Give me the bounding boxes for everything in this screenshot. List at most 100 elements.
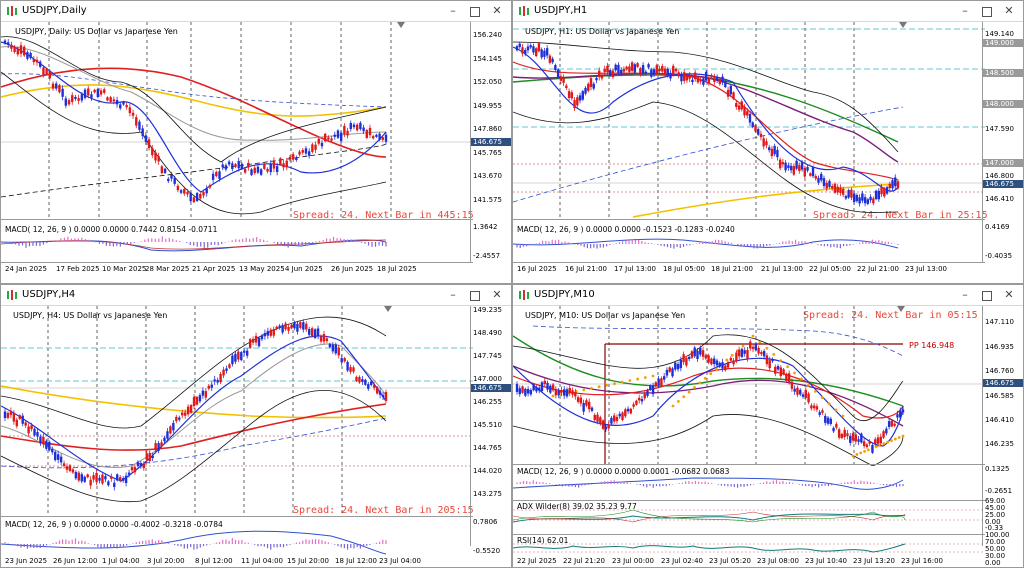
- candle-body: [207, 385, 210, 389]
- candle-body: [359, 122, 362, 130]
- price-tick: 146.800: [985, 172, 1014, 180]
- minimize-button[interactable]: –: [962, 288, 968, 301]
- histogram-bar: [81, 540, 83, 544]
- candle-body: [820, 173, 823, 181]
- title-bar[interactable]: USDJPY,Daily – ✕: [1, 1, 511, 22]
- histogram-bar: [785, 482, 787, 484]
- candle-body: [138, 121, 141, 130]
- histogram-bar: [717, 484, 719, 485]
- candle-body: [779, 367, 783, 377]
- chart-area[interactable]: USDJPY, H1: US Dollar vs Japanese Yen Sp…: [513, 22, 988, 283]
- candle-body: [358, 376, 361, 383]
- candle-body: [147, 139, 151, 149]
- histogram-bar: [708, 241, 710, 244]
- candle-body: [243, 350, 246, 353]
- candle-body: [584, 87, 587, 94]
- histogram-bar: [94, 544, 96, 545]
- histogram-bar: [277, 242, 279, 245]
- candle-body: [876, 437, 880, 444]
- time-tick: 22 Jul 05:00: [809, 265, 851, 273]
- candle-body: [901, 409, 905, 413]
- maximize-button[interactable]: [469, 289, 481, 301]
- price-axis: 147.110 146.935 146.760 146.675 146.585 …: [982, 306, 1023, 567]
- title-bar[interactable]: USDJPY,M10 – ✕: [513, 285, 1023, 306]
- histogram-bar: [561, 484, 564, 487]
- histogram-bar: [740, 244, 742, 246]
- candle-body: [330, 138, 333, 141]
- time-tick: 3 Jul 20:00: [147, 557, 185, 565]
- candle-body: [767, 147, 771, 151]
- chart-area[interactable]: USDJPY, Daily: US Dollar vs Japanese Yen…: [1, 22, 474, 283]
- candle-body: [160, 166, 164, 174]
- window-title: USDJPY,H1: [534, 5, 588, 16]
- histogram-bar: [623, 481, 625, 484]
- candle-body: [327, 137, 330, 140]
- histogram-bar: [337, 544, 339, 547]
- candle-body: [570, 92, 574, 99]
- candle-body: [674, 362, 677, 370]
- close-button[interactable]: ✕: [492, 4, 502, 17]
- minimize-button[interactable]: –: [450, 288, 456, 301]
- candle-body: [71, 469, 75, 473]
- candle-body: [104, 476, 107, 480]
- title-bar[interactable]: USDJPY,H4 – ✕: [1, 285, 511, 306]
- candle-body: [872, 198, 875, 204]
- histogram-bar: [189, 242, 191, 246]
- candle-body: [251, 338, 255, 343]
- candle-body: [833, 183, 837, 193]
- histogram-bar: [105, 242, 107, 246]
- histogram-bar: [350, 239, 352, 242]
- time-tick: 18 Jul 12:00: [335, 557, 377, 565]
- histogram-bar: [727, 242, 729, 244]
- chart-info-label: USDJPY, H4: US Dollar vs Japanese Yen: [13, 311, 168, 320]
- shift-marker-icon: [397, 22, 405, 28]
- chart-window-h4[interactable]: USDJPY,H4 – ✕ USDJPY, H4: US Dollar vs J…: [0, 284, 512, 568]
- chart-info-label: USDJPY, Daily: US Dollar vs Japanese Yen: [15, 27, 178, 36]
- candle-body: [801, 394, 805, 397]
- minimize-button[interactable]: –: [450, 4, 456, 17]
- histogram-bar: [315, 241, 317, 242]
- psar-dot: [897, 436, 901, 439]
- histogram-bar: [555, 484, 557, 485]
- candle-body: [198, 395, 202, 402]
- candle-body: [587, 83, 590, 91]
- psar-dot: [703, 376, 707, 380]
- candle-body: [183, 188, 186, 194]
- maximize-button[interactable]: [981, 5, 993, 17]
- title-bar[interactable]: USDJPY,H1 – ✕: [513, 1, 1023, 22]
- close-button[interactable]: ✕: [492, 288, 502, 301]
- candle-body: [759, 133, 763, 138]
- chart-window-daily[interactable]: USDJPY,Daily – ✕ USDJPY, Daily: US Dolla…: [0, 0, 512, 284]
- histogram-bar: [336, 238, 338, 242]
- time-tick: 23 Jul 00:00: [612, 557, 654, 565]
- time-tick: 16 Jul 21:00: [565, 265, 607, 273]
- candle-body: [754, 125, 757, 132]
- candle-body: [795, 160, 798, 169]
- histogram-bar: [356, 544, 358, 548]
- candle-body: [305, 323, 308, 330]
- candle-body: [593, 414, 596, 421]
- psar-dot: [863, 449, 866, 453]
- maximize-button[interactable]: [981, 289, 993, 301]
- chart-window-icon: [519, 6, 529, 16]
- close-button[interactable]: ✕: [1004, 4, 1014, 17]
- time-tick: 23 Jul 08:00: [757, 557, 799, 565]
- candle-body: [231, 163, 234, 170]
- candle-body: [86, 474, 89, 478]
- minimize-button[interactable]: –: [962, 4, 968, 17]
- chart-window-h1[interactable]: USDJPY,H1 – ✕ USDJPY, H1: US Dollar vs J…: [512, 0, 1024, 284]
- candle-body: [32, 58, 36, 63]
- chart-area[interactable]: USDJPY, M10: US Dollar vs Japanese Yen S…: [513, 306, 985, 567]
- histogram-bar: [60, 238, 62, 242]
- psar-dot: [709, 372, 713, 376]
- histogram-bar: [244, 542, 246, 544]
- maximize-button[interactable]: [469, 5, 481, 17]
- histogram-bar: [305, 242, 307, 245]
- chart-window-m10[interactable]: USDJPY,M10 – ✕ USDJPY, M10: US Dollar vs…: [512, 284, 1024, 568]
- adx-tick: 0.00: [985, 518, 1001, 526]
- histogram-bar: [609, 244, 611, 245]
- chart-area[interactable]: USDJPY, H4: US Dollar vs Japanese Yen Sp…: [1, 306, 474, 567]
- close-button[interactable]: ✕: [1004, 288, 1014, 301]
- candle-body: [80, 474, 83, 482]
- histogram-bar: [865, 241, 867, 244]
